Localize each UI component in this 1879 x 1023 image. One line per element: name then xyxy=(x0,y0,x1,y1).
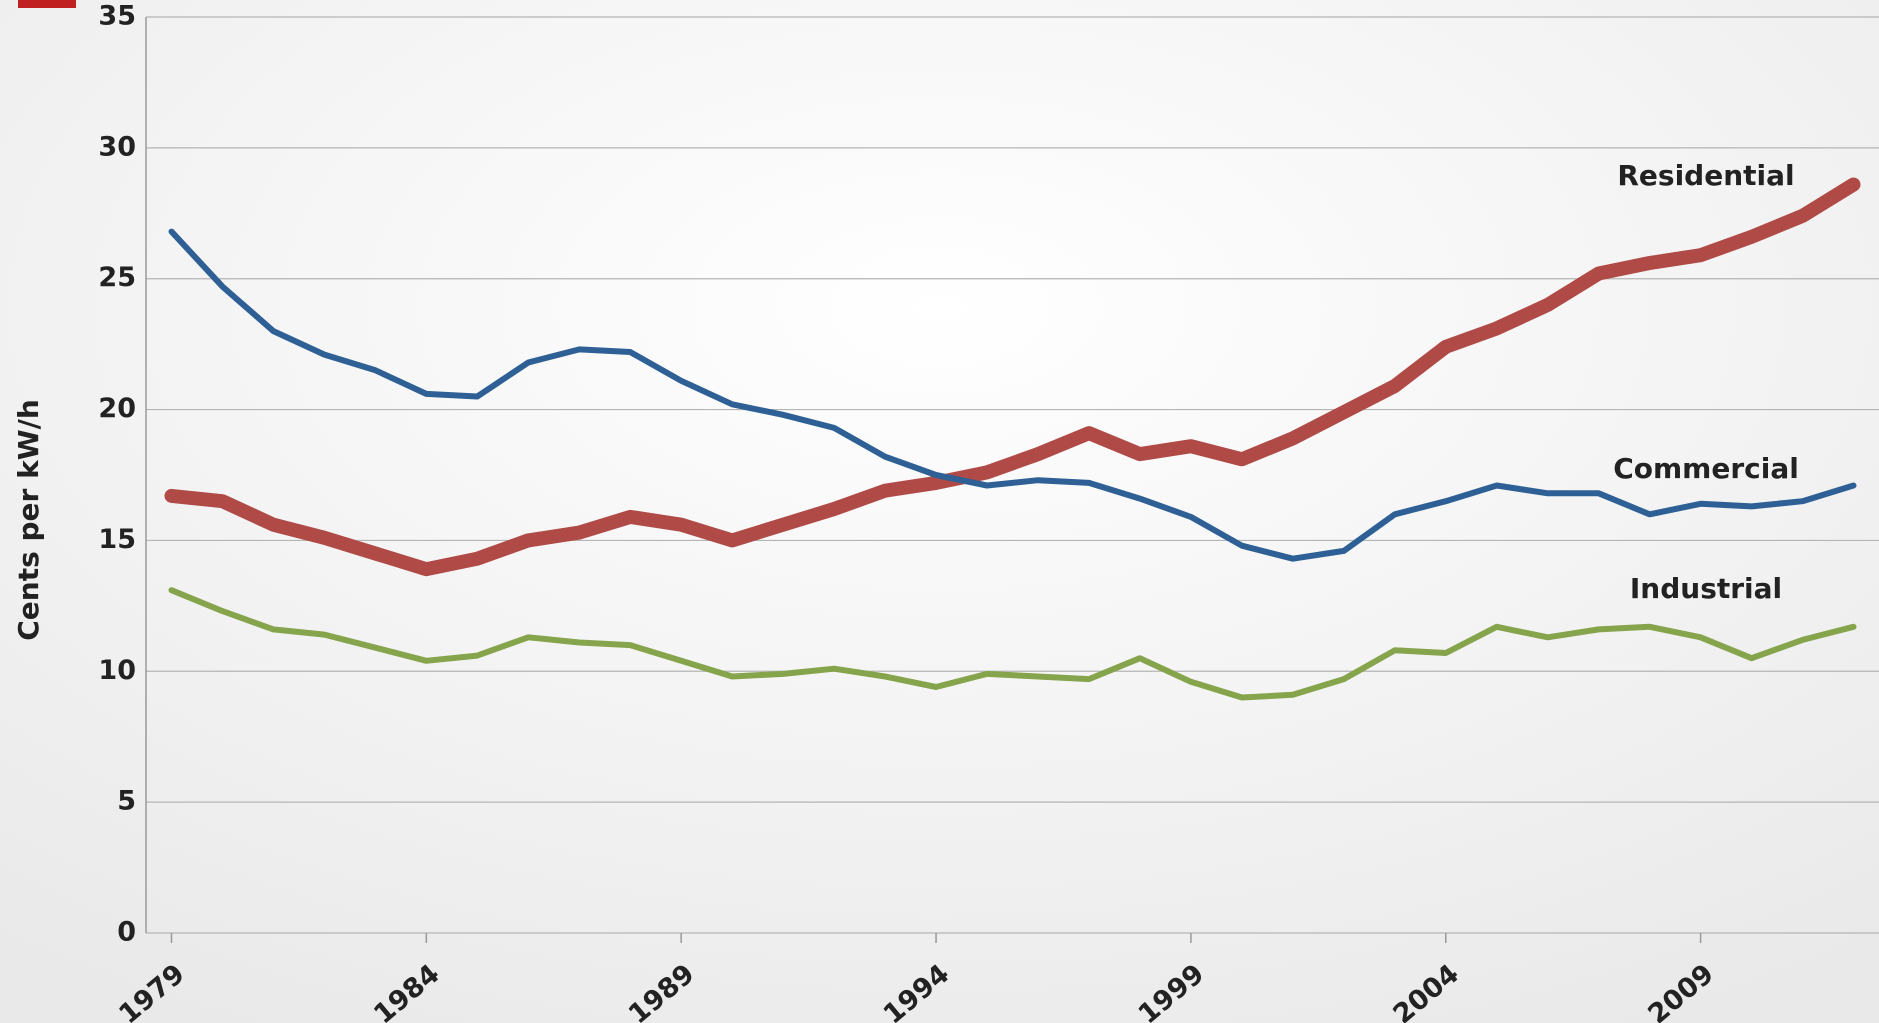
series-label: Industrial xyxy=(1630,572,1782,605)
y-tick-label: 30 xyxy=(98,131,136,162)
logo-mark xyxy=(18,0,76,8)
y-axis-label: Cents per kW/h xyxy=(12,399,45,641)
y-tick-label: 20 xyxy=(98,393,136,424)
y-tick-label: 35 xyxy=(98,1,136,32)
y-tick-label: 15 xyxy=(98,524,136,555)
background xyxy=(0,0,1879,1023)
chart: Cents per kW/h 0510152025303519791984198… xyxy=(0,0,1879,1023)
y-tick-label: 5 xyxy=(117,786,136,817)
y-tick-label: 10 xyxy=(98,655,136,686)
y-tick-label: 25 xyxy=(98,262,136,293)
series-label: Commercial xyxy=(1613,452,1799,485)
y-tick-label: 0 xyxy=(117,917,136,948)
page: Cents per kW/h 0510152025303519791984198… xyxy=(0,0,1879,1023)
series-label: Residential xyxy=(1617,159,1794,192)
